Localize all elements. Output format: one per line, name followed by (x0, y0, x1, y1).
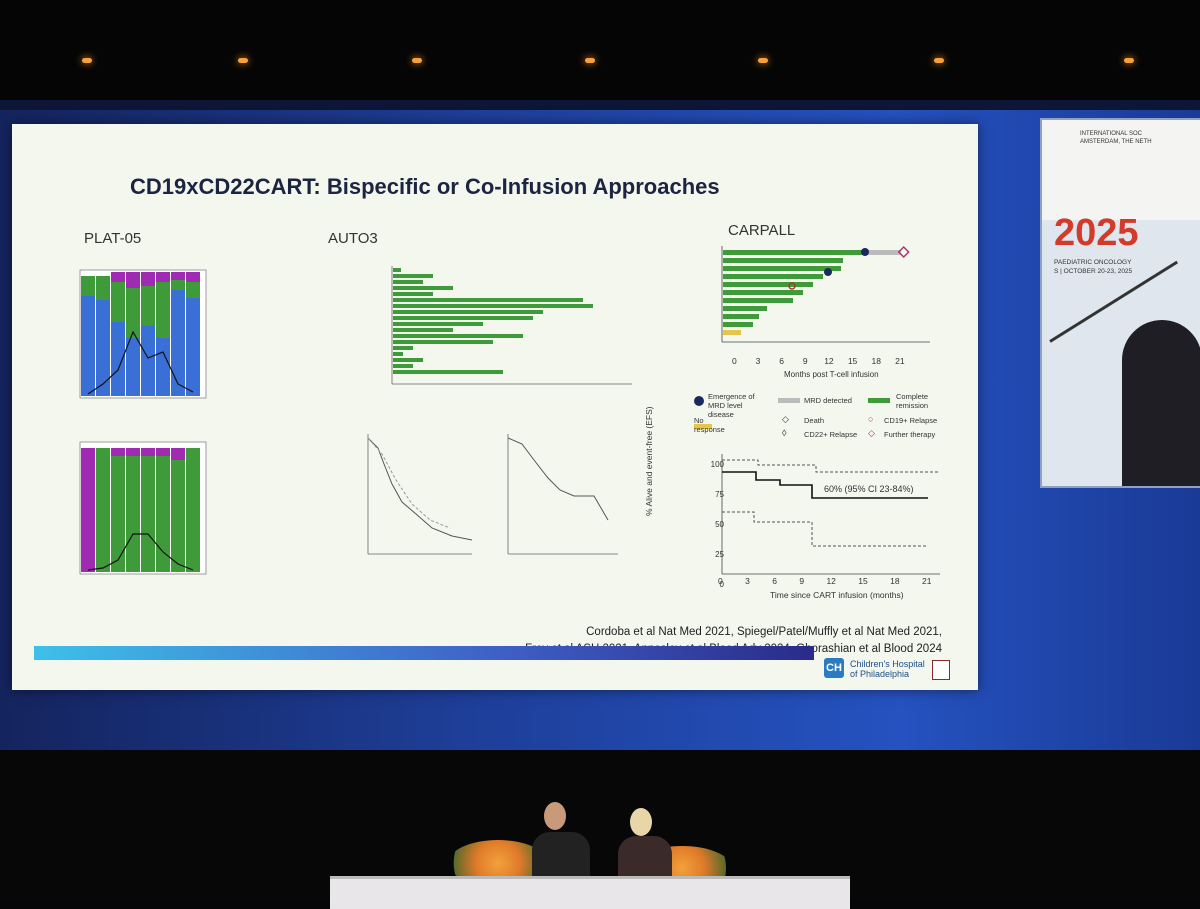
efs-y-label: % Alive and event-free (EFS) (644, 406, 654, 516)
stacked-bars (81, 448, 200, 572)
carpall-swimmer-plot (721, 246, 930, 343)
further-therapy-diamond-icon: ◇ (868, 428, 875, 438)
ceiling-light (585, 58, 595, 63)
slide-title: CD19xCD22CART: Bispecific or Co-Infusion… (130, 174, 720, 199)
cd22-relapse-diamond-icon: ◊ (782, 428, 787, 438)
legend-marker-grey (778, 398, 800, 403)
legend-label: Death (804, 416, 825, 425)
legend-label: CD19+ Relapse (884, 416, 938, 425)
panel-label-auto3: AUTO3 (328, 230, 378, 247)
cd19-relapse-circle-icon: ○ (868, 414, 874, 424)
plat05-chart-bottom (79, 441, 207, 575)
legend-marker-green (868, 398, 890, 403)
ceiling-light (238, 58, 248, 63)
side-screen-year: 2025 (1054, 212, 1139, 254)
panelist-woman (618, 836, 672, 882)
panel-label-carpall: CARPALL (728, 222, 796, 239)
efs-x-label: Time since CART infusion (months) (770, 590, 904, 600)
carpall-x-label: Months post T-cell infusion (784, 370, 879, 379)
speaker-silhouette (1122, 320, 1200, 486)
chop-logo-mark: CH (824, 658, 844, 678)
legend-marker-dot (694, 396, 704, 406)
efs-curve-chart (721, 454, 940, 575)
chop-logo: CH Children's Hospital of Philadelphia (824, 658, 954, 680)
screen-edge (0, 100, 1200, 112)
legend-label: Complete remission (896, 392, 929, 410)
death-diamond-icon: ◇ (782, 414, 789, 424)
chop-logo-text: Children's Hospital of Philadelphia (850, 659, 925, 679)
ceiling-light (934, 58, 944, 63)
side-screen-banner (1042, 120, 1200, 220)
efs-annotation: 60% (95% CI 23-84%) (824, 484, 914, 494)
efs-y-ticks: 100 75 50 25 0 (710, 460, 724, 589)
plat05-chart-top (79, 269, 207, 399)
stacked-bars (81, 272, 200, 396)
stage (0, 750, 1200, 900)
footer-gradient-bar (34, 646, 814, 660)
panelist-head (544, 802, 566, 830)
side-screen-subtext: PAEDIATRIC ONCOLOGY S | OCTOBER 20-23, 2… (1054, 259, 1133, 275)
carpall-x-ticks: 0 3 6 9 12 15 18 21 (732, 356, 905, 366)
legend-label: Further therapy (884, 430, 936, 439)
panel-desk (330, 876, 850, 909)
reference-line: Cordoba et al Nat Med 2021, Spiegel/Pate… (586, 626, 942, 638)
ceiling-light (758, 58, 768, 63)
legend-marker-yellow (694, 424, 712, 429)
panelist-man (532, 832, 590, 882)
slide: CD19xCD22CART: Bispecific or Co-Infusion… (12, 124, 978, 690)
auto3-km-curves (367, 434, 618, 555)
side-screen-text: INTERNATIONAL SOC AMSTERDAM, THE NETH (1080, 131, 1152, 145)
side-screen: INTERNATIONAL SOC AMSTERDAM, THE NETH 20… (1040, 118, 1200, 488)
ceiling-light (1124, 58, 1134, 63)
efs-x-ticks: 0 3 6 9 12 15 18 21 (718, 576, 932, 586)
ceiling (0, 0, 1200, 110)
panel-label-plat05: PLAT-05 (84, 230, 142, 247)
carpall-legend: Emergence of MRD level disease MRD detec… (692, 392, 962, 452)
penn-shield-icon (932, 660, 950, 680)
panelist-head (630, 808, 652, 836)
ceiling-light (82, 58, 92, 63)
legend-label: CD22+ Relapse (804, 430, 858, 439)
legend-label: Emergence of MRD level disease (708, 392, 755, 419)
legend-label: No response (694, 416, 725, 434)
ceiling-light (412, 58, 422, 63)
auto3-swimmer-plot (391, 266, 632, 385)
legend-label: MRD detected (804, 396, 852, 405)
